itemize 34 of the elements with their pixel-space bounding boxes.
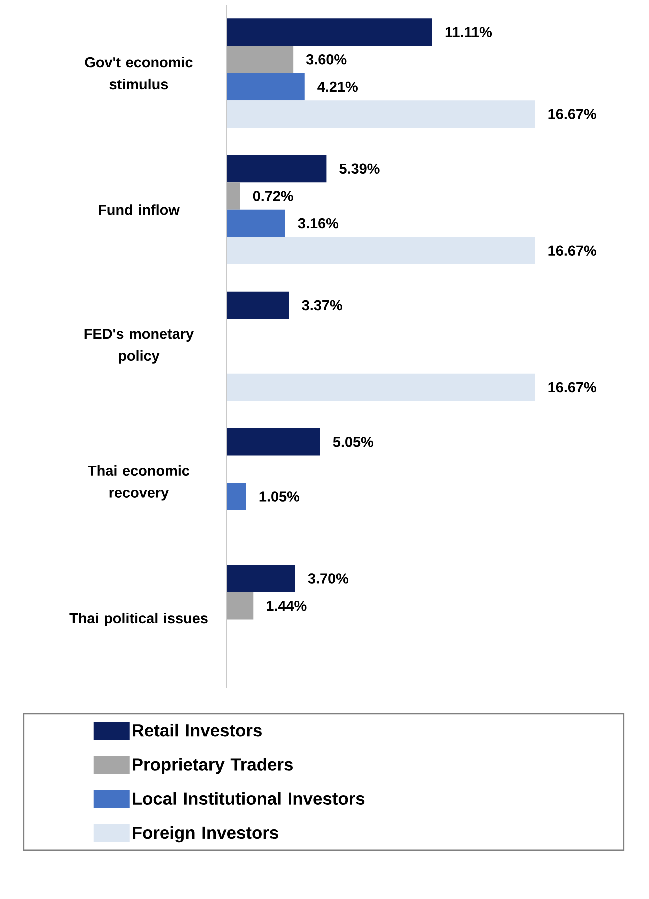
data-label: 3.70%: [308, 574, 349, 584]
legend-label: Foreign Investors: [133, 826, 278, 843]
y-tick-label: Thai political issues: [70, 612, 208, 626]
data-label: 1.44%: [267, 600, 307, 612]
bar: [227, 565, 296, 592]
data-label: 11.11%: [446, 27, 492, 38]
bar: [227, 73, 305, 101]
data-label: 3.16%: [298, 218, 339, 229]
data-label: 16.67%: [548, 382, 596, 393]
bar: [227, 483, 246, 510]
bar: [227, 428, 320, 456]
bar: [227, 237, 536, 265]
data-label: 3.60%: [306, 54, 347, 65]
data-label: 0.72%: [253, 191, 294, 202]
y-tick-label: Fund inflow: [99, 204, 180, 216]
data-label: 5.39%: [340, 164, 380, 174]
data-label: 5.05%: [333, 437, 374, 448]
legend-label: Local Institutional Investors: [133, 792, 365, 806]
y-tick-label: Thai economic recovery: [88, 465, 190, 501]
bar: [227, 374, 536, 402]
data-label: 16.67%: [548, 109, 596, 120]
bar: [227, 100, 536, 128]
legend-label: Retail Investors: [133, 724, 262, 737]
y-tick-label: Gov't economic stimulus: [85, 57, 193, 90]
data-label: 4.21%: [318, 82, 358, 92]
bar: [227, 292, 290, 320]
bar: [227, 210, 286, 238]
data-label: 3.37%: [302, 300, 342, 311]
data-label: 1.05%: [260, 492, 300, 502]
bar: [227, 155, 327, 183]
legend-label: Proprietary Traders: [133, 758, 293, 774]
y-tick-label: FED's monetary policy: [84, 329, 194, 364]
bar: [227, 18, 432, 46]
data-label: 16.67%: [548, 246, 596, 256]
